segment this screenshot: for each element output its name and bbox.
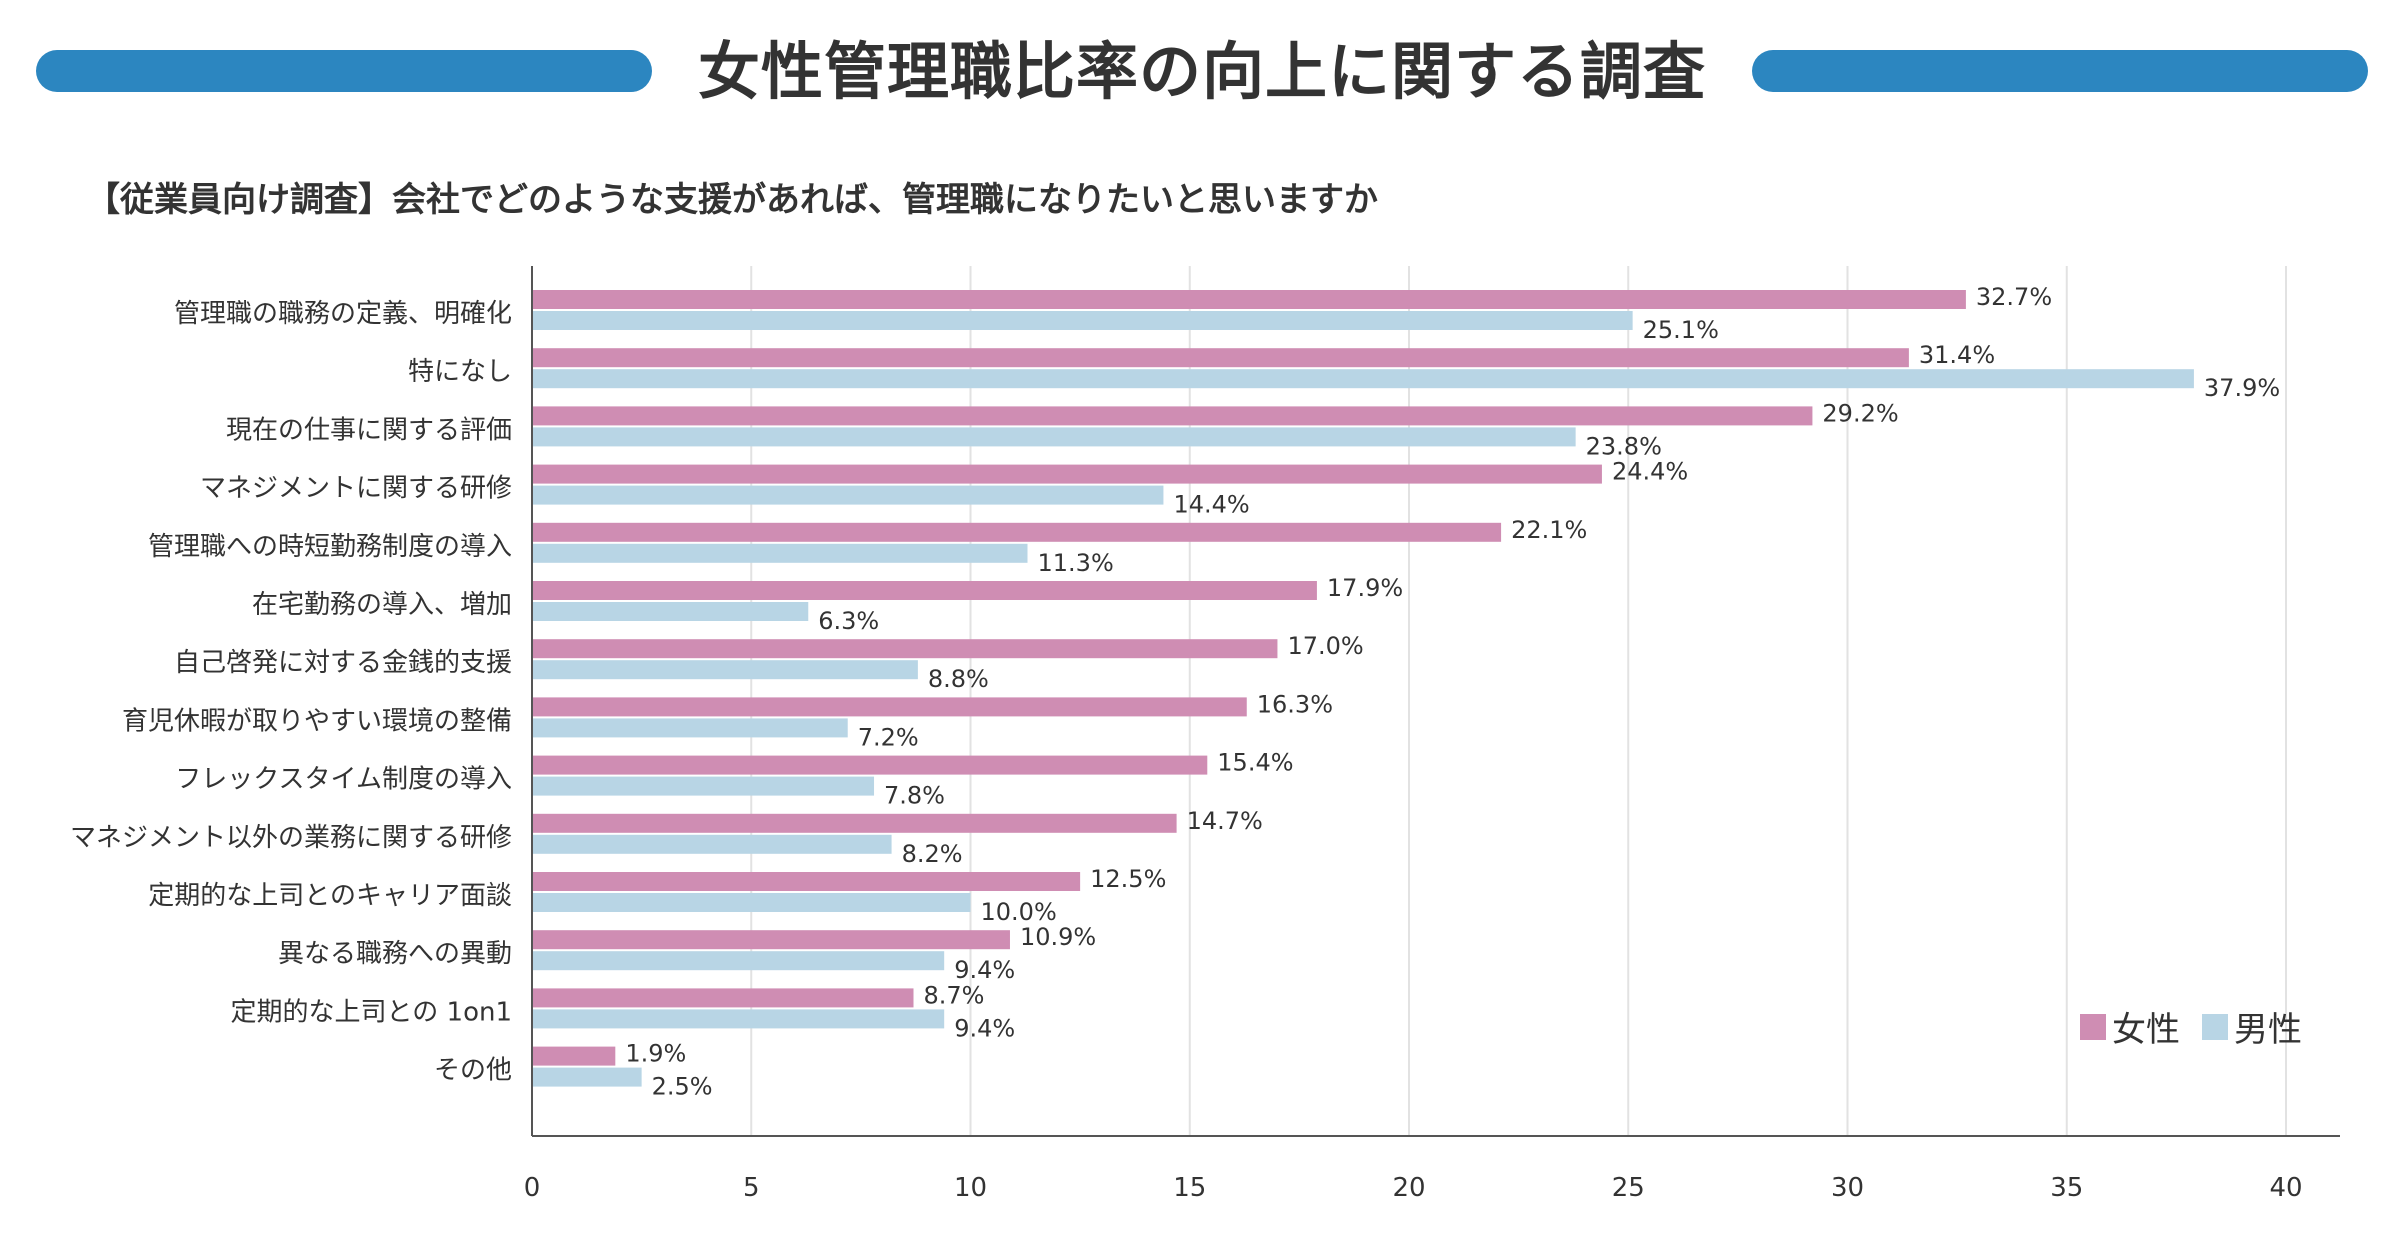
bar-male [532,834,892,854]
bar-male [532,1067,642,1087]
title-band-left [36,50,652,92]
chart-subtitle: 【従業員向け調査】会社でどのような支援があれば、管理職になりたいと思いますか [86,180,1378,220]
data-label-female: 14.7% [1187,807,1263,835]
data-label-male: 14.4% [1173,491,1249,519]
title-band-right [1752,50,2368,92]
category-label: マネジメントに関する研修 [200,474,512,504]
bar-male [532,485,1164,505]
bar-male [532,427,1576,447]
data-label-male: 9.4% [954,1014,1015,1042]
category-label: フレックスタイム制度の導入 [175,765,512,795]
data-label-male: 8.2% [902,840,963,868]
legend: 女性 男性 [2080,1002,2324,1051]
bar-female [532,755,1208,775]
bar-male [532,718,848,738]
data-label-male: 10.0% [981,898,1057,926]
data-label-female: 24.4% [1612,458,1688,486]
header: 女性管理職比率の向上に関する調査 [0,0,2403,160]
data-label-female: 32.7% [1976,283,2052,311]
category-label: マネジメント以外の業務に関する研修 [70,823,512,853]
x-tick-label: 10 [954,1173,987,1203]
data-label-female: 22.1% [1511,516,1587,544]
bar-female [532,930,1010,950]
bar-female [532,464,1602,484]
data-label-female: 15.4% [1217,749,1293,777]
data-label-male: 6.3% [818,607,879,635]
bar-female [532,406,1813,426]
data-label-female: 29.2% [1822,399,1898,427]
x-tick-label: 25 [1612,1173,1645,1203]
x-tick-label: 30 [1831,1173,1864,1203]
legend-item-male: 男性 [2202,1002,2302,1051]
data-label-female: 16.3% [1257,690,1333,718]
category-label: 定期的な上司との 1on1 [231,997,512,1027]
category-label: 特になし [408,357,512,387]
bar-male [532,602,809,621]
data-label-male: 9.4% [954,956,1015,984]
bar-male [532,311,1633,330]
bar-female [532,813,1177,833]
bar-female [532,639,1278,659]
bar-male [532,776,875,796]
data-label-female: 31.4% [1919,341,1995,369]
category-label: 在宅勤務の導入、増加 [252,590,512,620]
legend-item-female: 女性 [2080,1002,2180,1051]
category-label: 管理職の職務の定義、明確化 [174,299,512,329]
data-label-male: 25.1% [1643,316,1719,344]
bar-female [532,872,1081,891]
data-label-female: 12.5% [1090,865,1166,893]
data-label-male: 7.8% [884,782,945,810]
bar-male [532,893,971,912]
data-label-female: 1.9% [625,1040,686,1068]
bar-male [532,660,918,680]
category-label: 定期的な上司とのキャリア面談 [148,881,512,911]
bar-female [532,348,1909,368]
x-tick-label: 15 [1173,1173,1206,1203]
bar-male [532,1009,945,1029]
data-label-male: 7.2% [858,723,919,751]
category-label: 異なる職務への異動 [278,939,512,969]
x-tick-label: 20 [1392,1173,1425,1203]
bar-male [532,951,945,971]
data-label-female: 10.9% [1020,923,1096,951]
data-label-male: 8.8% [928,665,989,693]
bar-female [532,522,1502,542]
x-tick-label: 5 [743,1173,760,1203]
bar-female [532,581,1317,600]
bar-female [532,290,1966,309]
page-title: 女性管理職比率の向上に関する調査 [697,35,1706,108]
data-label-female: 17.0% [1287,632,1363,660]
category-label: 自己啓発に対する金銭的支援 [174,648,512,678]
data-label-male: 2.5% [652,1073,713,1101]
category-label: その他 [434,1056,512,1086]
x-tick-label: 35 [2050,1173,2083,1203]
x-tick-label: 0 [524,1173,541,1203]
legend-label-female: 女性 [2112,1010,2180,1050]
data-label-male: 37.9% [2204,374,2280,402]
category-label: 現在の仕事に関する評価 [226,415,512,445]
category-label: 育児休暇が取りやすい環境の整備 [122,706,512,736]
legend-swatch-male [2202,1013,2228,1040]
category-label: 管理職への時短勤務制度の導入 [148,532,512,562]
bar-female [532,988,914,1008]
legend-label-male: 男性 [2234,1010,2302,1050]
bar-male [532,543,1028,563]
data-label-male: 11.3% [1038,549,1114,577]
bar-male [532,369,2194,389]
data-label-male: 23.8% [1586,432,1662,460]
bar-female [532,1046,616,1066]
x-tick-label: 40 [2269,1173,2302,1203]
bar-female [532,697,1247,717]
legend-swatch-female [2080,1013,2106,1040]
data-label-female: 17.9% [1327,574,1403,602]
data-label-female: 8.7% [923,981,984,1009]
